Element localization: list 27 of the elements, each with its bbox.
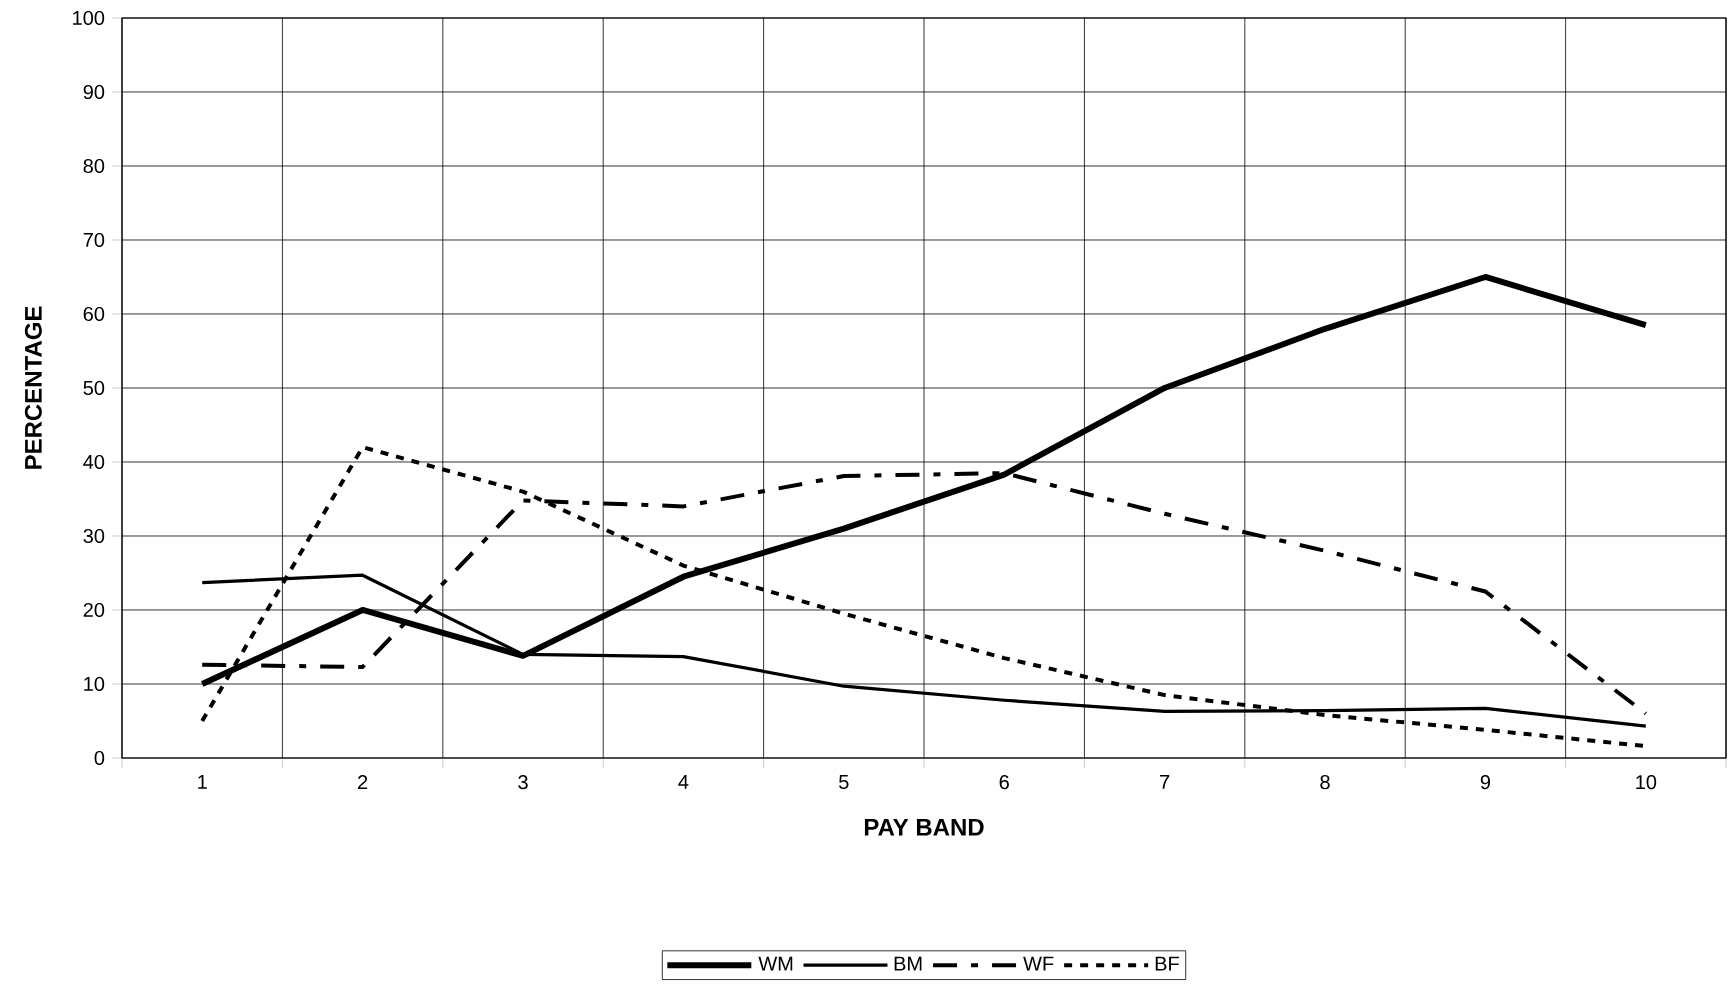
y-tick-label: 40 [83,454,105,470]
y-tick-label: 80 [83,158,105,174]
x-tick-label: 1 [198,775,207,789]
legend-label: WF [1023,956,1054,971]
x-axis-title: PAY BAND [864,818,984,836]
y-tick-label: 90 [83,84,105,100]
x-tick-label: 2 [358,775,368,790]
x-tick-label: 3 [518,775,528,790]
x-tick-label: 6 [999,775,1009,790]
legend-label: BM [894,956,922,971]
y-tick-label: 60 [83,306,105,322]
x-tick-label: 8 [1320,775,1330,790]
x-tick-label: 7 [1160,775,1170,789]
y-tick-label: 10 [84,676,105,692]
y-tick-label: 20 [83,602,105,618]
legend-label: BF [1155,956,1179,971]
x-tick-label: 10 [1636,775,1657,790]
x-tick-label: 5 [839,775,849,789]
y-tick-label: 100 [73,10,105,26]
y-tick-label: 30 [83,528,105,544]
y-axis-title: PERCENTAGE [24,306,42,469]
y-tick-label: 70 [83,232,105,248]
y-tick-label: 0 [94,750,105,766]
legend-label: WM [758,956,793,971]
x-tick-label: 4 [678,775,689,789]
y-tick-label: 50 [83,380,105,396]
x-tick-label: 9 [1480,775,1491,790]
